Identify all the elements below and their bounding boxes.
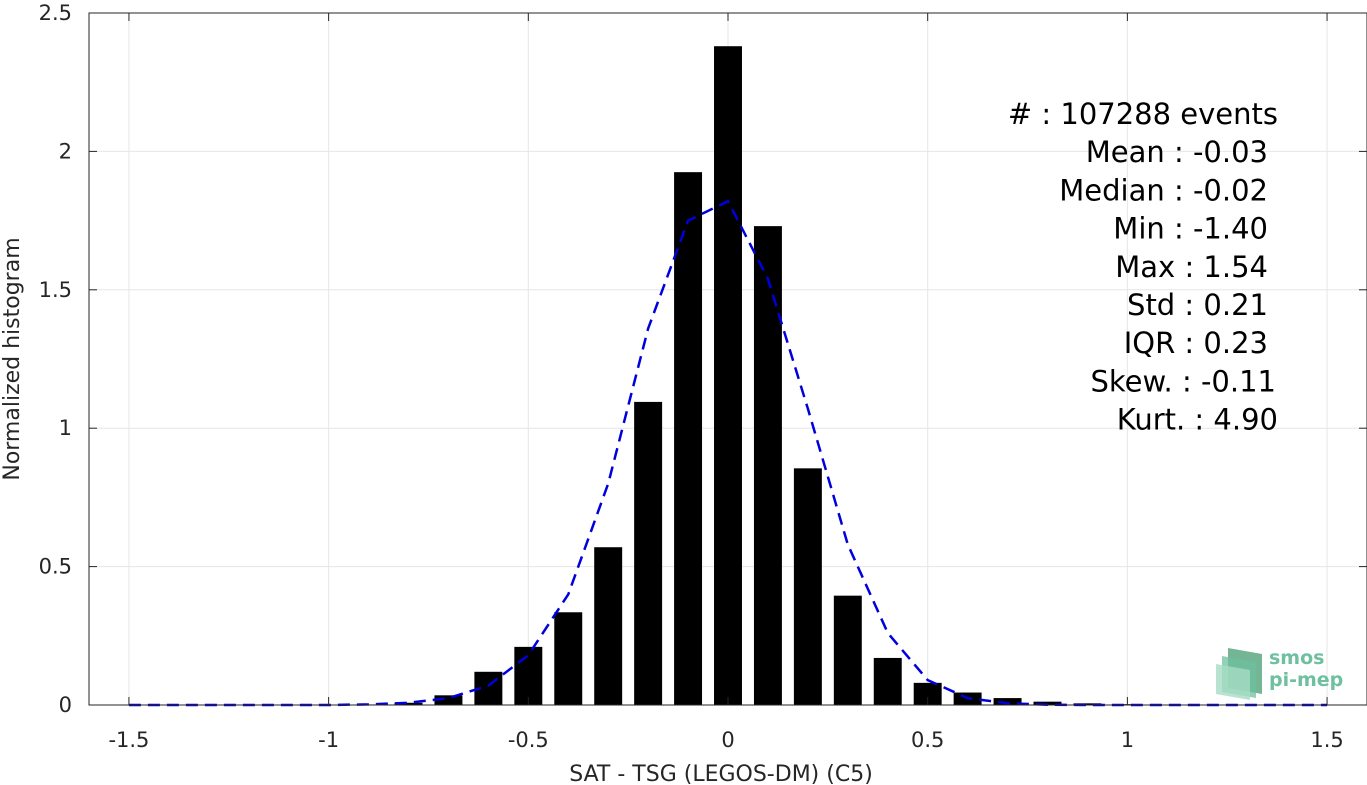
stats-line-5: Std : 0.21 bbox=[1127, 288, 1268, 322]
bar-22 bbox=[993, 698, 1022, 705]
bar-12 bbox=[594, 547, 623, 705]
bar-11 bbox=[554, 612, 583, 705]
y-ticks: 0 0.5 1 1.5 2 2.5 bbox=[39, 1, 1367, 717]
y-tick-label-0: 0 bbox=[59, 693, 72, 717]
stats-line-1: Mean : -0.03 bbox=[1086, 135, 1268, 169]
stats-line-6: IQR : 0.23 bbox=[1124, 326, 1268, 360]
y-axis-label: Normalized histogram bbox=[0, 237, 25, 480]
stats-line-0: # : 107288 events bbox=[1008, 97, 1278, 131]
x-tick-label-0: -1.5 bbox=[108, 728, 149, 752]
stats-line-4: Max : 1.54 bbox=[1115, 250, 1268, 284]
stats-line-3: Min : -1.40 bbox=[1113, 212, 1268, 246]
stats-line-7: Skew. : -0.11 bbox=[1090, 364, 1276, 398]
x-tick-label-1: -1 bbox=[318, 728, 339, 752]
bar-14 bbox=[674, 172, 703, 705]
bar-8 bbox=[434, 695, 463, 705]
bar-18 bbox=[833, 595, 862, 705]
logo-line2: pi-mep bbox=[1269, 669, 1343, 691]
bar-23 bbox=[1033, 701, 1062, 705]
x-tick-label-5: 1 bbox=[1121, 728, 1134, 752]
bar-16 bbox=[753, 226, 782, 706]
y-tick-label-4: 2 bbox=[59, 139, 72, 163]
x-tick-label-4: 0.5 bbox=[911, 728, 944, 752]
y-tick-label-5: 2.5 bbox=[39, 1, 72, 25]
stats-box: # : 107288 events Mean : -0.03 Median : -0… bbox=[1008, 97, 1278, 437]
x-tick-label-6: 1.5 bbox=[1310, 728, 1343, 752]
x-ticks: -1.5 -1 -0.5 0 0.5 1 1.5 bbox=[108, 13, 1344, 752]
x-tick-label-2: -0.5 bbox=[508, 728, 549, 752]
y-tick-label-2: 1 bbox=[59, 416, 72, 440]
bar-17 bbox=[793, 468, 822, 705]
bar-13 bbox=[634, 401, 663, 705]
bar-24 bbox=[1073, 703, 1102, 705]
logo-line1: smos bbox=[1269, 647, 1324, 669]
y-tick-label-3: 1.5 bbox=[39, 278, 72, 302]
x-axis-label: SAT - TSG (LEGOS-DM) (C5) bbox=[569, 762, 873, 785]
stats-line-8: Kurt. : 4.90 bbox=[1117, 403, 1278, 437]
bar-15 bbox=[714, 46, 742, 705]
bar-20 bbox=[913, 682, 942, 705]
bar-19 bbox=[873, 657, 902, 705]
x-tick-label-3: 0 bbox=[721, 728, 734, 752]
bars bbox=[354, 46, 1182, 706]
bar-7 bbox=[394, 702, 423, 705]
stats-line-2: Median : -0.02 bbox=[1059, 173, 1268, 207]
smos-pimep-logo: smos pi-mep bbox=[1216, 647, 1343, 700]
y-tick-label-1: 0.5 bbox=[39, 555, 72, 579]
bar-10 bbox=[514, 646, 543, 705]
logo-icon bbox=[1216, 648, 1262, 700]
